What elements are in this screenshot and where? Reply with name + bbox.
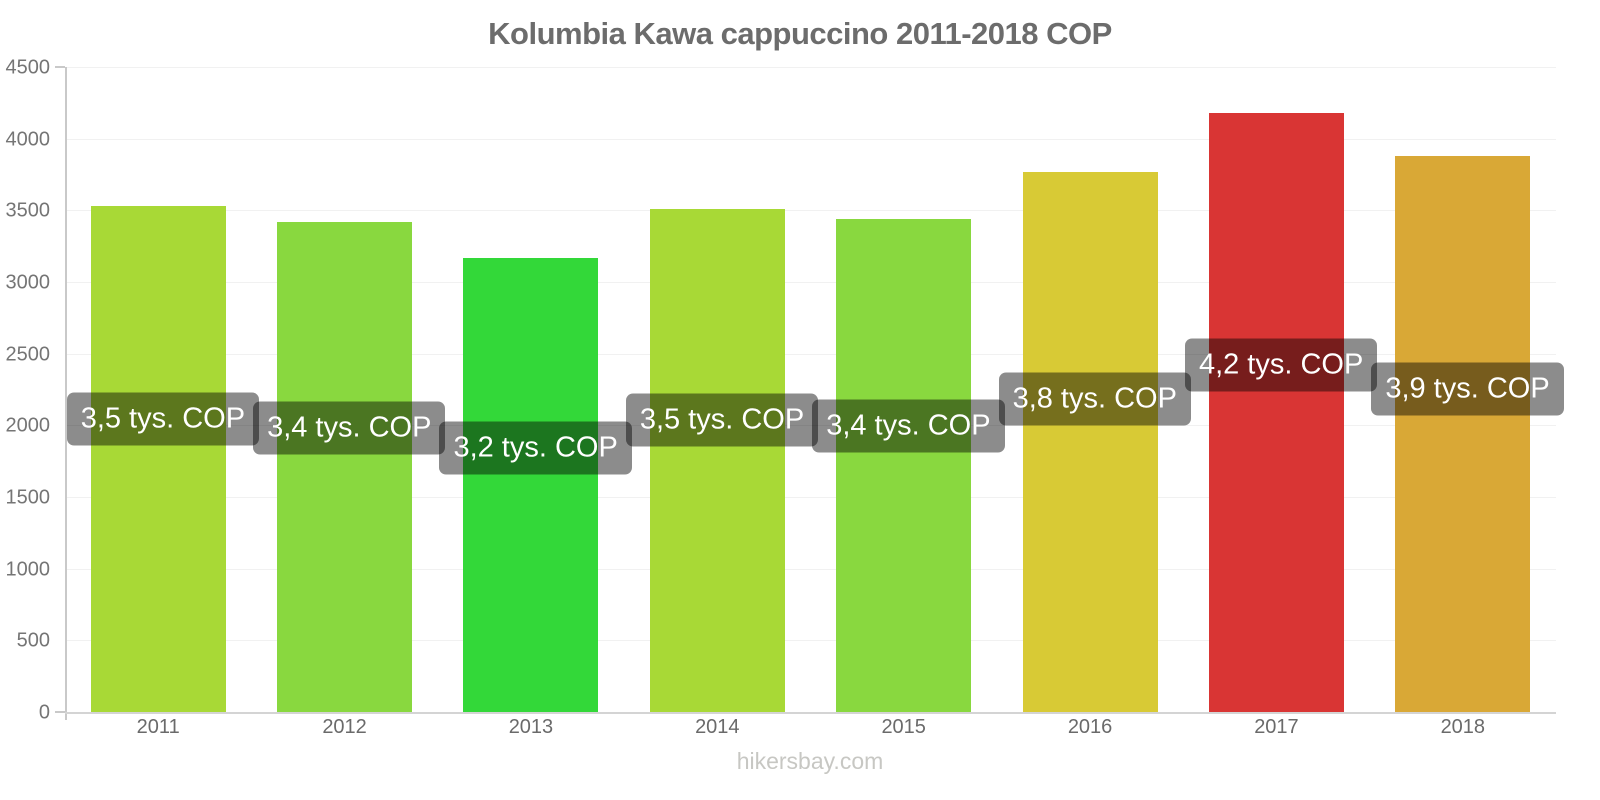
y-axis-tick-label-3500: 3500 xyxy=(5,199,51,222)
x-axis-label-2013: 2013 xyxy=(508,716,554,738)
y-axis-tick-label-2000: 2000 xyxy=(5,414,51,437)
gridline-3500 xyxy=(65,210,1556,212)
value-label-2016: 3,8 tys. COP xyxy=(998,372,1191,426)
gridline-1500 xyxy=(65,497,1556,498)
gridline-500 xyxy=(65,640,1556,642)
bar-2017[interactable] xyxy=(1208,112,1344,712)
x-axis-label-2015: 2015 xyxy=(881,716,926,738)
value-label-2014: 3,5 tys. COP xyxy=(625,393,819,447)
value-label-2017: 4,2 tys. COP xyxy=(1184,338,1378,391)
y-axis-tick-label-1000: 1000 xyxy=(5,558,51,581)
y-axis-tick-label-0: 0 xyxy=(38,701,50,724)
gridline-2500 xyxy=(65,353,1556,355)
gridline-4000 xyxy=(65,138,1556,140)
bar-2015[interactable] xyxy=(836,218,972,712)
y-axis-tick-label-2500: 2500 xyxy=(5,343,51,366)
y-axis-tick-label-1500: 1500 xyxy=(5,486,51,509)
y-axis-tick-label-4500: 4500 xyxy=(5,56,51,79)
y-axis-tick-label-3000: 3000 xyxy=(5,271,51,294)
bar-2014[interactable] xyxy=(649,208,785,712)
value-label-2013: 3,2 tys. COP xyxy=(439,421,632,475)
x-axis-label-2017: 2017 xyxy=(1254,716,1299,738)
axis-tick-top xyxy=(55,66,65,68)
value-label-2011: 3,5 tys. COP xyxy=(66,392,260,446)
y-axis-tick-label-500: 500 xyxy=(16,629,50,652)
x-axis-label-2018: 2018 xyxy=(1440,716,1486,738)
y-axis-tick-label-4000: 4000 xyxy=(5,128,51,151)
value-label-2018: 3,9 tys. COP xyxy=(1371,362,1564,416)
x-axis-line xyxy=(65,712,1556,714)
x-axis-label-2014: 2014 xyxy=(695,716,740,738)
gridline-1000 xyxy=(65,568,1556,570)
x-axis-label-2016: 2016 xyxy=(1067,716,1113,738)
bar-2016[interactable] xyxy=(1022,171,1158,712)
value-label-2015: 3,4 tys. COP xyxy=(812,399,1005,453)
x-axis-label-2012: 2012 xyxy=(322,716,367,738)
value-label-2012: 3,4 tys. COP xyxy=(253,401,446,455)
watermark-hikersbay: hikersbay.com xyxy=(736,748,884,774)
bar-2012[interactable] xyxy=(277,221,413,712)
gridline-2000 xyxy=(65,425,1556,427)
chart-title: Kolumbia Kawa cappuccino 2011-2018 COP xyxy=(488,16,1112,51)
y-axis-line xyxy=(65,67,67,720)
bar-2018[interactable] xyxy=(1395,155,1531,712)
x-axis-label-2011: 2011 xyxy=(136,716,180,738)
bar-2013[interactable] xyxy=(463,257,599,712)
bar-2011[interactable] xyxy=(90,206,226,712)
axis-tick-zero xyxy=(55,711,65,713)
gridline-4500 xyxy=(65,67,1556,68)
gridline-3000 xyxy=(65,282,1556,283)
